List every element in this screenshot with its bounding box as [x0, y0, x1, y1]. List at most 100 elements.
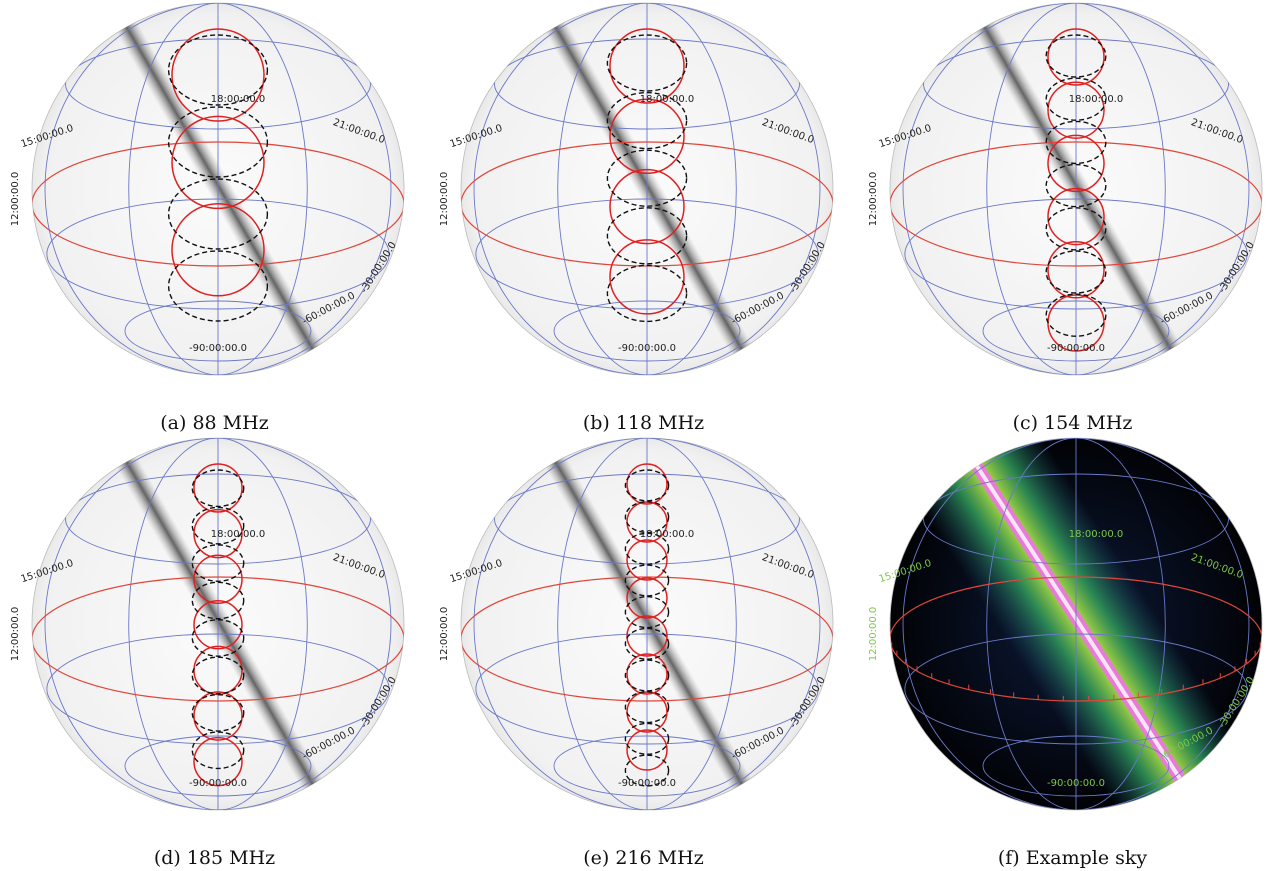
grid-label-ra_18: 18:00:00.0	[1069, 94, 1123, 105]
pointing-ring-red	[1047, 241, 1105, 299]
pointing-ring-column	[167, 28, 269, 322]
pointing-ring-red	[193, 554, 243, 604]
grid-label-ra_18: 18:00:00.0	[640, 529, 694, 540]
sky-map-b: 18:00:00.015:00:00.0 21:00:00.012:00:00.0…	[439, 2, 834, 376]
grid-label-ra_12: 12:00:00.0	[10, 607, 21, 661]
grid-label-ra_18: 18:00:00.0	[640, 94, 694, 105]
grid-label-dec_m90: -90:00:00.0	[618, 778, 676, 789]
grid-label-dec_m90: -90:00:00.0	[1047, 343, 1105, 354]
pointing-ring-red	[193, 508, 243, 559]
pointing-ring-red	[626, 463, 668, 505]
pointing-ring-red	[626, 615, 668, 657]
grid-label-ra_12: 12:00:00.0	[868, 172, 879, 226]
pointing-ring-black-dashed	[167, 178, 269, 250]
pointing-ring-red	[1047, 187, 1105, 246]
panel-caption-e: (e) 216 MHz	[583, 847, 704, 869]
galactic-plane-emission	[950, 3, 1212, 375]
grid-label-dec_m90: -90:00:00.0	[618, 343, 676, 354]
pointing-ring-black-dashed	[167, 250, 269, 322]
panel-a: 18:00:00.0 15:00:00.0 21:00:00.0 12:00:00.0…	[0, 0, 429, 435]
panel-caption-a: (a) 88 MHz	[160, 412, 269, 434]
pointing-ring-black-dashed	[624, 564, 670, 597]
pointing-ring-black-dashed	[606, 264, 688, 323]
pointing-ring-column	[1045, 28, 1107, 352]
celestial-equator	[32, 576, 404, 702]
pointing-ring-black-dashed	[1045, 77, 1107, 121]
pointing-ring-black-dashed	[624, 627, 670, 660]
pointing-ring-red	[1047, 134, 1105, 193]
grid-label-dec_m90: -90:00:00.0	[189, 778, 247, 789]
sky-map-f: 18:00:00.015:00:00.0 21:00:00.012:00:00.0…	[868, 437, 1263, 811]
galactic-plane-emission	[92, 438, 354, 810]
pointing-ring-red	[1047, 81, 1105, 139]
pointing-ring-black-dashed	[624, 532, 670, 565]
pointing-ring-red	[171, 28, 265, 122]
galactic-plane-emission	[521, 3, 783, 375]
pointing-ring-red	[171, 203, 265, 297]
pointing-ring-black-dashed	[606, 34, 688, 92]
panel-e: 18:00:00.0 15:00:00.0 21:00:00.0 12:00:00.0…	[429, 435, 858, 870]
pointing-ring-column	[606, 28, 688, 323]
pointing-ring-red	[609, 239, 685, 315]
pointing-ring-black-dashed	[1045, 120, 1107, 165]
pointing-ring-red	[609, 28, 685, 104]
grid-label-dec_m90: -90:00:00.0	[1047, 778, 1105, 789]
grid-label-ra_18: 18:00:00.0	[211, 94, 265, 105]
panel-caption-f: (f) Example sky	[997, 847, 1148, 869]
pointing-ring-black-dashed	[624, 691, 670, 724]
panel-f: 18:00:00.0 15:00:00.0 21:00:00.0 12:00:00.0…	[858, 435, 1287, 870]
pointing-ring-black-dashed	[191, 656, 245, 695]
pointing-ring-column	[624, 463, 670, 787]
sky-map-c: 18:00:00.015:00:00.0 21:00:00.012:00:00.0…	[868, 2, 1263, 376]
pointing-ring-black-dashed	[606, 91, 688, 150]
panel-caption-b: (b) 118 MHz	[582, 412, 705, 434]
pointing-ring-black-dashed	[1045, 293, 1107, 337]
pointing-ring-red	[609, 98, 685, 175]
pointing-ring-black-dashed	[624, 722, 670, 755]
pointing-ring-black-dashed	[191, 731, 245, 770]
pointing-ring-black-dashed	[191, 544, 245, 582]
pointing-ring-black-dashed	[1045, 207, 1107, 251]
pointing-ring-red	[626, 539, 668, 581]
pointing-ring-black-dashed	[1045, 34, 1107, 78]
grid-label-ra_18: 18:00:00.0	[211, 529, 265, 540]
pointing-ring-red	[193, 736, 243, 787]
celestial-equator	[32, 141, 404, 267]
pointing-ring-red	[1047, 28, 1105, 86]
pointing-ring-black-dashed	[624, 469, 670, 502]
pointing-ring-red	[193, 600, 243, 650]
pointing-ring-red	[193, 691, 243, 741]
pointing-ring-black-dashed	[191, 619, 245, 657]
pointing-ring-black-dashed	[191, 506, 245, 545]
grid-label-ra_12: 12:00:00.0	[439, 172, 450, 226]
pointing-ring-black-dashed	[167, 106, 269, 178]
grid-label-ra_12: 12:00:00.0	[10, 172, 21, 226]
pointing-ring-black-dashed	[624, 754, 670, 787]
pointing-ring-black-dashed	[1045, 163, 1107, 208]
pointing-ring-red	[626, 577, 668, 619]
sky-map-a: 18:00:00.015:00:00.0 21:00:00.012:00:00.0…	[10, 2, 405, 376]
pointing-ring-black-dashed	[606, 149, 688, 207]
pointing-ring-black-dashed	[191, 581, 245, 620]
celestial-equator	[890, 576, 1262, 702]
celestial-equator	[461, 576, 833, 702]
pointing-ring-black-dashed	[191, 469, 245, 508]
pointing-ring-red	[626, 653, 668, 695]
pointing-ring-column	[191, 463, 245, 787]
grid-label-dec_m90: -90:00:00.0	[189, 343, 247, 354]
pointing-ring-red	[609, 168, 685, 245]
pointing-ring-black-dashed	[624, 659, 670, 692]
pointing-ring-red	[193, 463, 243, 513]
pointing-ring-black-dashed	[624, 500, 670, 534]
grid-label-ra_12: 12:00:00.0	[439, 607, 450, 661]
pointing-ring-black-dashed	[167, 34, 269, 106]
panel-caption-c: (c) 154 MHz	[1012, 412, 1133, 434]
sky-map-e: 18:00:00.015:00:00.0 21:00:00.012:00:00.0…	[439, 437, 834, 811]
sky-map-d: 18:00:00.015:00:00.0 21:00:00.012:00:00.0…	[10, 437, 405, 811]
pointing-ring-red	[626, 729, 668, 771]
grid-label-ra_12: 12:00:00.0	[868, 607, 879, 661]
pointing-ring-red	[171, 115, 265, 210]
panel-caption-d: (d) 185 MHz	[153, 847, 276, 869]
panel-c: 18:00:00.0 15:00:00.0 21:00:00.0 12:00:00.0…	[858, 0, 1287, 435]
pointing-ring-black-dashed	[624, 596, 670, 629]
